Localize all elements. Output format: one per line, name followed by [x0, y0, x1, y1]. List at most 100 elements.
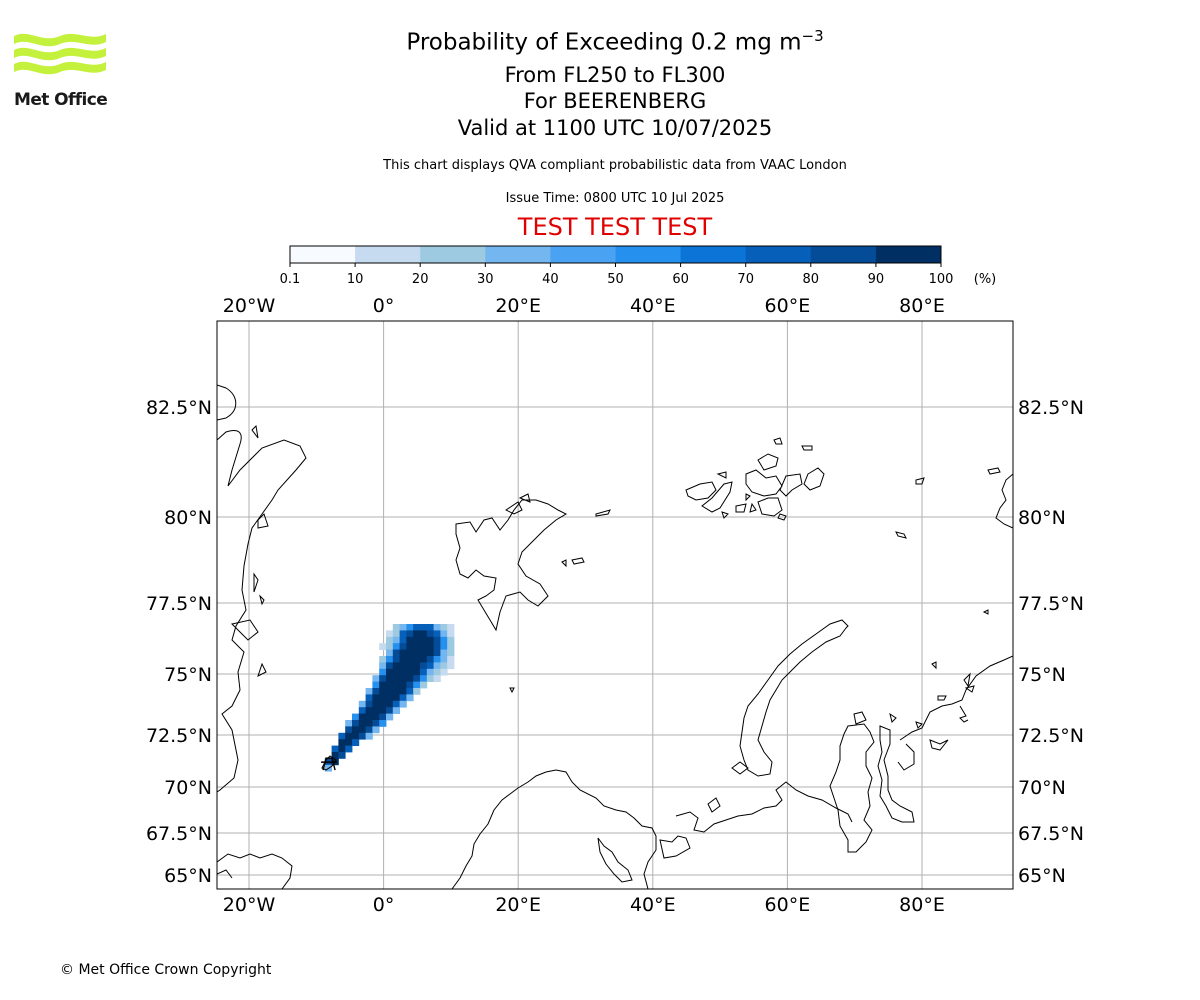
- plume-cell: [399, 675, 407, 682]
- longitude-label: 20°W: [223, 295, 276, 317]
- plume-cell: [433, 624, 441, 631]
- latitude-label: 72.5°N: [146, 725, 212, 747]
- latitude-label: 65°N: [164, 865, 212, 887]
- plume-cell: [433, 643, 441, 650]
- plume-cell: [399, 668, 407, 676]
- plume-cell: [386, 643, 394, 650]
- plume-cell: [420, 630, 428, 638]
- plume-cell: [440, 624, 448, 631]
- coastline-white-sea: [597, 797, 721, 883]
- plume-cell: [426, 643, 434, 650]
- plume-cell: [447, 624, 455, 631]
- coastline-greenland-islands: [231, 424, 269, 677]
- plume-cell: [379, 643, 387, 650]
- plume-cell: [399, 643, 407, 650]
- plume-cell: [440, 643, 448, 650]
- coastline-scandinavia: [451, 769, 657, 889]
- plume-cell: [386, 713, 394, 721]
- coastline-franz-josef-land: [685, 437, 825, 521]
- plume-cell: [406, 636, 414, 644]
- plume-cell: [420, 643, 428, 650]
- met-office-waves-icon: [14, 33, 106, 75]
- colorbar-tick-label: 30: [477, 272, 494, 287]
- plume-cell: [392, 681, 400, 689]
- plume-cell: [386, 630, 394, 638]
- longitude-label: 80°E: [899, 295, 945, 317]
- latitude-label: 82.5°N: [146, 397, 212, 419]
- plume-cell: [358, 732, 366, 740]
- plume-cell: [379, 668, 387, 676]
- coastline-victoria-island: [895, 467, 1001, 615]
- plume-cell: [392, 649, 400, 657]
- plume-cell: [406, 649, 414, 657]
- plume-cell: [392, 636, 400, 644]
- plume-cell: [406, 630, 414, 638]
- colorbar-segment: [745, 246, 812, 263]
- plume-cell: [365, 726, 373, 734]
- plume-cell: [358, 720, 366, 727]
- plume-cell: [392, 643, 400, 650]
- plume-cell: [365, 700, 373, 708]
- plume-cell: [399, 662, 407, 670]
- longitude-label: 0°: [373, 894, 395, 916]
- plume-cell: [379, 662, 387, 670]
- plume-cell: [426, 630, 434, 638]
- colorbar-segment: [420, 246, 486, 263]
- longitude-label: 20°E: [495, 894, 541, 916]
- coastline-novaya-zemlya: [739, 619, 849, 777]
- plume-cell: [426, 636, 434, 644]
- plume-cell: [413, 662, 421, 670]
- plume-cell: [365, 707, 373, 714]
- latitude-label: 80°N: [1018, 507, 1066, 529]
- latitude-labels-right: 82.5°N 80°N 77.5°N 75°N 72.5°N 70°N 67.5°N 65°N: [1018, 397, 1084, 887]
- latitude-label: 65°N: [1018, 865, 1066, 887]
- plume-cell: [406, 681, 414, 689]
- coastline-severnaya-zemlya: [995, 473, 1013, 529]
- map-frame: [216, 320, 1014, 890]
- plume-cell: [386, 649, 394, 657]
- colorbar-tick-label: 80: [803, 272, 820, 287]
- plume-cell: [379, 700, 387, 708]
- plume-cell: [345, 745, 353, 753]
- plume-cell: [399, 700, 407, 708]
- plume-cell: [399, 649, 407, 657]
- plume-cell: [365, 688, 373, 695]
- plume-cell: [413, 656, 421, 663]
- plume-cell: [406, 656, 414, 663]
- plume-cell: [331, 745, 339, 753]
- coastline-kola: [675, 781, 853, 833]
- plume-cell: [338, 739, 346, 746]
- plume-cell: [358, 707, 366, 714]
- plume-cell: [358, 713, 366, 721]
- latitude-labels-left: 82.5°N 80°N 77.5°N 75°N 72.5°N 70°N 67.5°N 65°N: [146, 397, 212, 887]
- latitude-label: 72.5°N: [1018, 725, 1084, 747]
- map-gridlines: [217, 321, 1013, 889]
- map-background: [217, 321, 1013, 889]
- plume-cell: [372, 726, 380, 734]
- longitude-labels-top: 20°W 0° 20°E 40°E 60°E 80°E: [223, 295, 945, 317]
- plume-cell: [433, 649, 441, 657]
- logo-text: Met Office: [14, 90, 108, 110]
- plume-cell: [420, 649, 428, 657]
- plume-cell: [345, 726, 353, 734]
- plume-cell: [433, 675, 441, 682]
- plume-cell: [413, 636, 421, 644]
- volcano-icon: [321, 757, 338, 771]
- plume-cell: [413, 624, 421, 631]
- coastlines: [217, 384, 1013, 889]
- plume-cell: [420, 675, 428, 682]
- coastline-taymyr: [897, 655, 1013, 771]
- plume-cell: [440, 656, 448, 663]
- plume-cell: [365, 713, 373, 721]
- colorbar-tick-label: 20: [412, 272, 429, 287]
- plume-cell: [447, 649, 455, 657]
- plume-cell: [352, 732, 360, 740]
- plume-cell: [392, 624, 400, 631]
- plume-cell: [413, 649, 421, 657]
- plume-cell: [372, 720, 380, 727]
- plume-cell: [392, 656, 400, 663]
- plume-cell: [379, 713, 387, 721]
- coastline-greenland: [217, 384, 307, 793]
- longitude-labels-bottom: 20°W 0° 20°E 40°E 60°E 80°E: [223, 894, 945, 916]
- test-banner: TEST TEST TEST: [517, 213, 713, 241]
